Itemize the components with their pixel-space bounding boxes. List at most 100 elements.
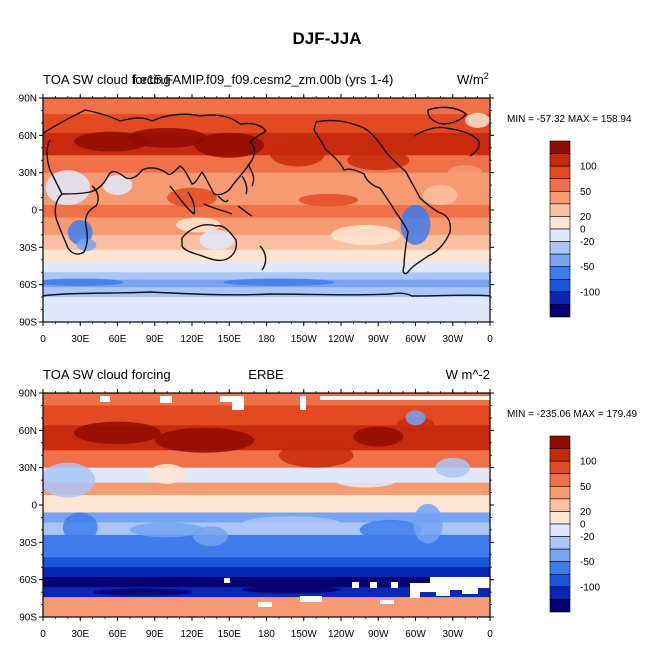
left-label: TOA SW cloud forcing — [43, 72, 171, 87]
field-region — [223, 278, 335, 286]
field-region — [334, 472, 397, 488]
field-region — [127, 127, 207, 148]
field-region — [347, 150, 410, 171]
lon-tick-label: 150W — [291, 334, 318, 345]
lon-tick-label: 90W — [368, 334, 389, 345]
field-band — [43, 287, 490, 298]
field-band — [43, 205, 490, 219]
field-band — [43, 577, 490, 588]
lon-tick-label: 150E — [218, 334, 242, 345]
lon-tick-label: 120W — [328, 629, 355, 640]
lat-tick-label: 60S — [19, 280, 37, 291]
colorbar-label: -50 — [580, 557, 595, 568]
field-region — [359, 519, 422, 540]
colorbar-label: -100 — [580, 287, 600, 298]
figure-title: DJF-JJA — [293, 29, 362, 48]
colorbar-swatch — [549, 153, 571, 167]
field-region — [270, 141, 325, 167]
field-band — [43, 297, 490, 322]
lat-tick-label: 30N — [19, 168, 37, 179]
colorbar-swatch — [549, 278, 571, 293]
colorbar-swatch — [549, 241, 571, 255]
field-region — [154, 427, 255, 453]
colorbar-label: 0 — [580, 520, 586, 531]
lat-tick-label: 0 — [31, 501, 37, 512]
lon-tick-label: 90E — [146, 334, 164, 345]
lon-tick-label: 180 — [258, 334, 275, 345]
colorbar-swatch — [549, 548, 571, 563]
field-region — [199, 229, 235, 250]
field-band — [43, 482, 490, 496]
colorbar-swatch — [549, 178, 571, 192]
lon-tick-label: 120E — [180, 334, 204, 345]
lon-tick-label: 0 — [40, 629, 46, 640]
left-label: TOA SW cloud forcing — [43, 367, 171, 382]
field-region — [62, 512, 98, 543]
lon-tick-label: 0 — [40, 334, 46, 345]
lat-tick-label: 90S — [19, 318, 37, 329]
colorbar-label: -50 — [580, 262, 595, 273]
colorbar-swatch — [549, 203, 571, 217]
colorbar-label: 50 — [580, 187, 592, 198]
units-label: W/m2 — [457, 71, 489, 87]
field-region — [102, 175, 133, 196]
colorbar-swatch — [549, 266, 571, 280]
min-max-label: MIN = -235.06 MAX = 179.49 — [507, 409, 638, 420]
colorbar-swatch — [549, 448, 571, 462]
lon-tick-label: 180 — [258, 629, 275, 640]
colorbar-swatch — [549, 435, 571, 449]
field-region — [298, 193, 359, 207]
field-region — [435, 457, 471, 478]
colorbar-label: -100 — [580, 582, 600, 593]
lon-tick-label: 30E — [71, 334, 89, 345]
lon-tick-label: 60E — [109, 629, 127, 640]
lat-tick-label: 60N — [19, 426, 37, 437]
colorbar-label: 20 — [580, 507, 592, 518]
lat-tick-label: 90S — [19, 613, 37, 624]
field-band — [43, 467, 490, 484]
lon-tick-label: 150E — [218, 629, 242, 640]
lon-tick-label: 60E — [109, 334, 127, 345]
field-region — [45, 170, 91, 206]
field-band — [43, 405, 490, 426]
missing-data — [43, 396, 490, 607]
lon-tick-label: 30W — [442, 334, 463, 345]
field-region — [278, 442, 354, 468]
lon-tick-label: 90W — [368, 629, 389, 640]
field-band — [43, 98, 490, 115]
colorbar-label: 100 — [580, 457, 597, 468]
field-region — [422, 185, 458, 206]
field-band — [43, 597, 490, 617]
field-observations — [43, 393, 490, 617]
min-max-label: MIN = -57.32 MAX = 158.94 — [507, 114, 632, 125]
colorbar-swatch — [549, 190, 571, 205]
field-region — [175, 217, 221, 233]
colorbar-swatch — [549, 523, 571, 537]
colorbar-label: -20 — [580, 237, 595, 248]
field-band — [43, 155, 490, 174]
colorbar-swatch — [549, 498, 571, 512]
lat-tick-label: 30S — [19, 538, 37, 549]
field-region — [148, 463, 186, 484]
colorbar-label: 20 — [580, 212, 592, 223]
field-band — [43, 262, 490, 273]
lon-tick-label: 60W — [405, 334, 426, 345]
field-band — [43, 567, 490, 578]
colorbar-label: -20 — [580, 532, 595, 543]
colorbar-swatch — [549, 511, 571, 525]
colorbar-swatch — [549, 253, 571, 268]
field-band — [43, 249, 490, 263]
center-label: f.e15.FAMIP.f09_f09.cesm2_zm.00b (yrs 1-… — [133, 72, 394, 87]
lat-tick-label: 30N — [19, 463, 37, 474]
lon-tick-label: 0 — [487, 334, 493, 345]
lat-tick-label: 30S — [19, 243, 37, 254]
colorbar: 100 50 20 0-20 -50 -100 — [549, 140, 600, 318]
lon-tick-label: 150W — [291, 629, 318, 640]
colorbar-swatch — [549, 460, 571, 475]
colorbar-swatch — [549, 599, 571, 613]
field-region — [241, 516, 341, 532]
colorbar-swatch — [549, 561, 571, 575]
field-region — [74, 421, 161, 445]
